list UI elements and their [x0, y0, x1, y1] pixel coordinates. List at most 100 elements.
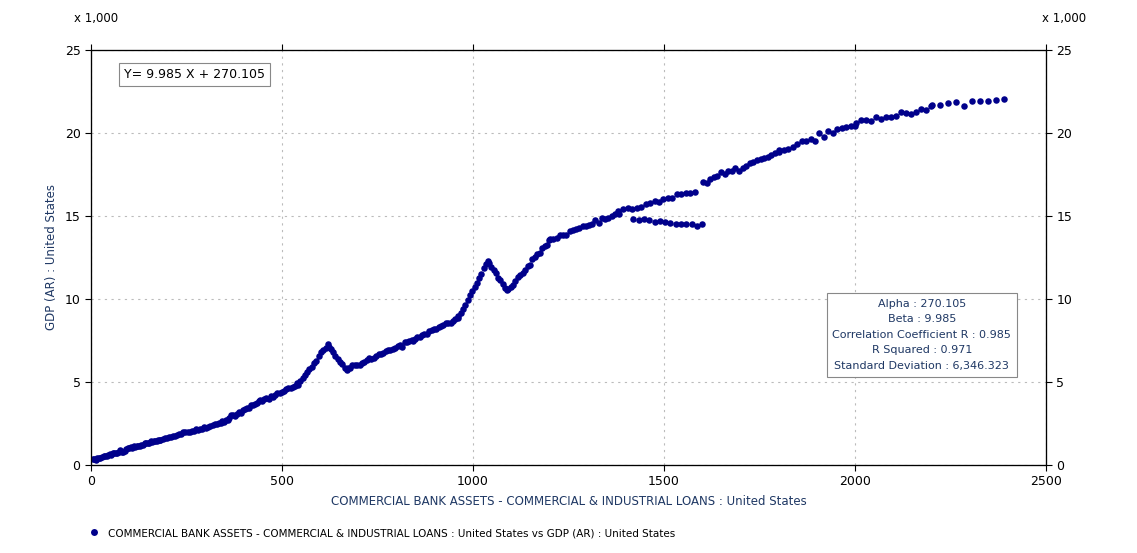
Point — [208, 420, 226, 429]
Point — [196, 422, 214, 431]
Point — [264, 393, 282, 401]
Point — [592, 213, 611, 222]
Point — [628, 203, 646, 212]
Point — [176, 427, 194, 436]
Point — [93, 452, 111, 461]
Point — [779, 144, 797, 153]
Point — [229, 409, 247, 418]
Point — [391, 340, 409, 349]
Point — [476, 260, 495, 269]
Point — [498, 285, 516, 294]
Point — [224, 410, 242, 419]
Point — [232, 408, 250, 417]
Point — [102, 451, 121, 460]
Point — [454, 304, 472, 313]
Point — [159, 433, 177, 442]
Point — [183, 427, 201, 436]
Point — [166, 431, 184, 440]
Point — [458, 296, 476, 305]
Point — [91, 453, 109, 462]
Point — [922, 102, 940, 111]
Point — [150, 436, 168, 445]
Point — [123, 444, 141, 452]
Point — [797, 137, 815, 145]
Point — [603, 212, 621, 221]
Point — [470, 274, 488, 283]
Point — [719, 167, 737, 176]
Point — [84, 455, 102, 463]
Point — [312, 348, 330, 357]
Point — [832, 123, 850, 132]
Point — [118, 443, 136, 452]
Point — [109, 447, 127, 456]
Point — [841, 122, 860, 131]
Point — [293, 374, 312, 383]
Point — [406, 335, 424, 343]
Point — [158, 433, 176, 442]
Point — [733, 164, 752, 173]
Point — [501, 283, 520, 292]
Point — [623, 204, 641, 213]
Point — [493, 280, 512, 289]
Point — [437, 319, 455, 327]
Point — [309, 352, 327, 361]
Point — [557, 230, 575, 239]
Point — [672, 190, 690, 199]
Point — [516, 265, 534, 274]
Point — [277, 384, 296, 393]
Point — [201, 421, 219, 430]
Point — [847, 118, 865, 127]
Point — [318, 340, 337, 349]
Point — [94, 452, 113, 461]
Point — [525, 253, 543, 262]
Point — [423, 325, 441, 334]
Point — [141, 437, 159, 446]
Y-axis label: GDP (AR) : United States: GDP (AR) : United States — [44, 184, 58, 330]
Point — [314, 346, 332, 354]
Point — [730, 167, 748, 176]
Point — [223, 411, 241, 420]
Point — [148, 436, 166, 445]
Point — [872, 115, 890, 124]
Point — [226, 411, 244, 420]
Point — [108, 448, 126, 457]
Point — [199, 422, 217, 431]
Point — [204, 421, 222, 430]
Point — [820, 127, 838, 135]
Point — [705, 173, 723, 181]
Point — [282, 384, 300, 393]
Point — [634, 215, 653, 224]
Point — [271, 388, 289, 397]
Point — [504, 281, 522, 290]
Point — [384, 344, 402, 353]
Point — [161, 432, 180, 441]
Point — [146, 437, 164, 446]
Point — [96, 452, 114, 461]
Point — [523, 255, 541, 264]
Point — [456, 300, 474, 309]
Point — [113, 447, 131, 456]
Point — [727, 164, 745, 173]
Point — [257, 393, 275, 402]
Point — [415, 330, 433, 338]
Point — [686, 187, 704, 196]
Point — [499, 285, 517, 294]
Point — [89, 454, 107, 463]
Point — [596, 215, 614, 224]
Point — [425, 325, 443, 333]
Point — [171, 430, 189, 439]
Point — [99, 451, 117, 460]
Point — [971, 97, 989, 106]
Point — [289, 380, 307, 389]
Point — [209, 419, 227, 427]
Point — [307, 357, 325, 366]
Point — [533, 244, 551, 253]
Point — [216, 415, 234, 424]
Point — [363, 355, 381, 364]
Point — [770, 145, 788, 154]
Point — [255, 395, 273, 404]
Point — [262, 392, 280, 401]
Point — [632, 203, 650, 212]
Point — [298, 368, 316, 377]
Point — [291, 377, 309, 385]
